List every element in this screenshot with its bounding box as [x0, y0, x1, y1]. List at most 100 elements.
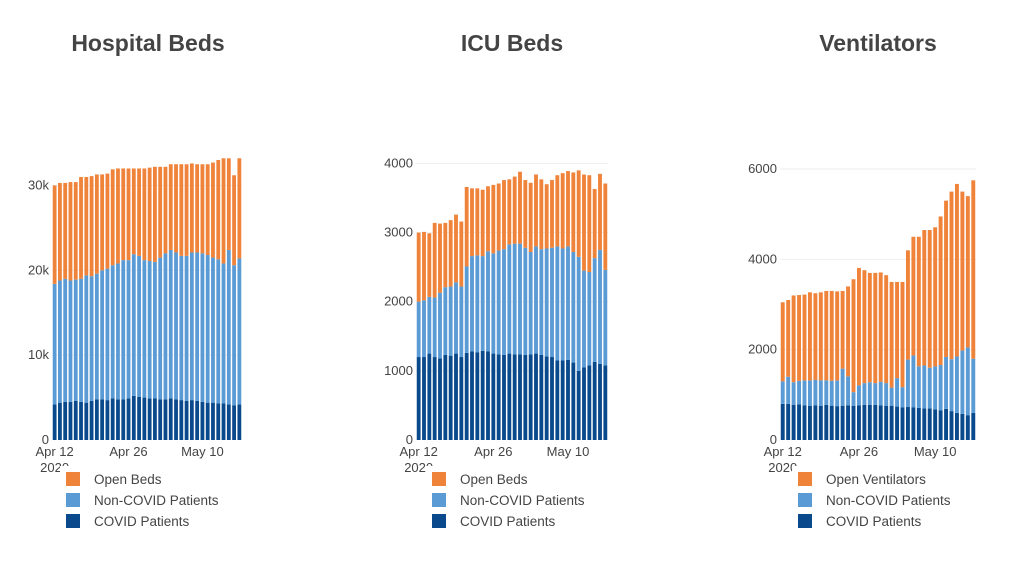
bar-segment: [587, 365, 592, 440]
bar-segment: [153, 261, 157, 399]
bar-segment: [52, 404, 57, 440]
bar-segment: [856, 385, 861, 406]
bar-segment: [464, 266, 469, 353]
bar-segment: [873, 272, 878, 384]
bar-segment: [560, 173, 565, 249]
bar-segment: [100, 399, 105, 440]
bar-segment: [818, 405, 823, 440]
bar-segment: [965, 196, 970, 348]
bar-segment: [126, 398, 131, 440]
bar-segment: [121, 168, 126, 261]
bar-segment: [168, 164, 173, 250]
bar-segment: [68, 280, 73, 402]
bar-segment: [153, 398, 157, 440]
bar-segment: [459, 221, 464, 287]
bar-segment: [432, 357, 437, 440]
bar-segment: [780, 403, 785, 440]
bar-segment: [550, 247, 554, 358]
bar-segment: [780, 302, 785, 382]
bar-segment: [550, 357, 554, 440]
bar-segment: [576, 370, 581, 440]
bar-segment: [496, 183, 501, 251]
bar-segment: [443, 222, 448, 288]
bar-segment: [116, 263, 120, 400]
bar-segment: [603, 365, 608, 440]
bar-segment: [911, 355, 916, 408]
bar-segment: [944, 356, 949, 409]
bar-segment: [518, 354, 522, 440]
bar-segment: [954, 356, 959, 413]
bar-segment: [448, 220, 453, 287]
bar-segment: [835, 291, 840, 381]
bar-segment: [438, 223, 442, 293]
bar-segment: [480, 256, 485, 351]
bar-segment: [486, 251, 490, 352]
bar-segment: [89, 400, 94, 440]
bar-segment: [971, 412, 976, 440]
bar-segment: [79, 176, 83, 279]
bar-segment: [797, 404, 802, 440]
bar-segment: [416, 301, 421, 358]
legend-label: COVID Patients: [94, 514, 190, 529]
bar-segment: [179, 400, 184, 440]
bar-segment: [534, 246, 538, 354]
y-tick-label: 2000: [384, 294, 413, 309]
bar-segment: [867, 404, 872, 440]
bar-segment: [878, 272, 883, 382]
bar-segment: [211, 257, 215, 403]
bar-segment: [802, 294, 807, 381]
bar-segment: [571, 172, 576, 252]
bar-segment: [179, 164, 184, 256]
bar-segment: [438, 358, 442, 440]
bar-segment: [507, 244, 512, 354]
bar-segment: [539, 179, 544, 250]
bar-segment: [851, 405, 856, 440]
bar-segment: [116, 168, 120, 264]
bar-segment: [797, 380, 802, 405]
bar-segment: [237, 158, 242, 259]
bar-segment: [851, 392, 856, 406]
y-tick-label: 4000: [748, 251, 777, 266]
bar-segment: [840, 290, 845, 369]
bar-segment: [544, 248, 549, 357]
bar-segment: [73, 182, 78, 280]
legend-swatch: [432, 514, 446, 528]
bar-segment: [592, 258, 597, 362]
bar-segment: [813, 379, 818, 406]
bar-segment: [791, 295, 796, 383]
bar-segment: [965, 415, 970, 440]
bar-segment: [110, 265, 115, 399]
bar-segment: [780, 381, 785, 404]
bar-segment: [884, 405, 889, 440]
bar-segment: [52, 283, 57, 405]
bar-segment: [954, 183, 959, 357]
legend: Open Beds Non-COVID Patients COVID Patient…: [60, 466, 260, 536]
bar-segment: [916, 366, 921, 408]
bar-segment: [603, 183, 608, 270]
bar-segment: [126, 168, 131, 261]
bar-segment: [179, 255, 184, 401]
bar-segment: [566, 246, 570, 360]
bar-segment: [544, 184, 549, 249]
x-tick-label: Apr 12: [400, 444, 438, 459]
bar-segment: [221, 263, 226, 404]
bar-segment: [475, 188, 480, 256]
bar-segment: [79, 401, 83, 440]
bar-segment: [105, 173, 110, 269]
bar-segment: [226, 404, 231, 440]
legend-swatch: [798, 472, 812, 486]
bar-segment: [63, 182, 68, 279]
legend-label: Open Beds: [460, 472, 528, 487]
bar-segment: [933, 227, 938, 367]
bar-segment: [905, 407, 910, 440]
bar-segment: [528, 182, 533, 252]
bar-segment: [184, 255, 189, 401]
bar-segment: [163, 253, 168, 400]
bar-segment: [895, 378, 900, 407]
bar-segment: [960, 191, 965, 351]
bar-segment: [807, 405, 812, 440]
bar-segment: [878, 405, 883, 440]
legend-label: Non-COVID Patients: [460, 493, 585, 508]
bar-segment: [944, 200, 949, 357]
legend-label: COVID Patients: [826, 514, 922, 529]
